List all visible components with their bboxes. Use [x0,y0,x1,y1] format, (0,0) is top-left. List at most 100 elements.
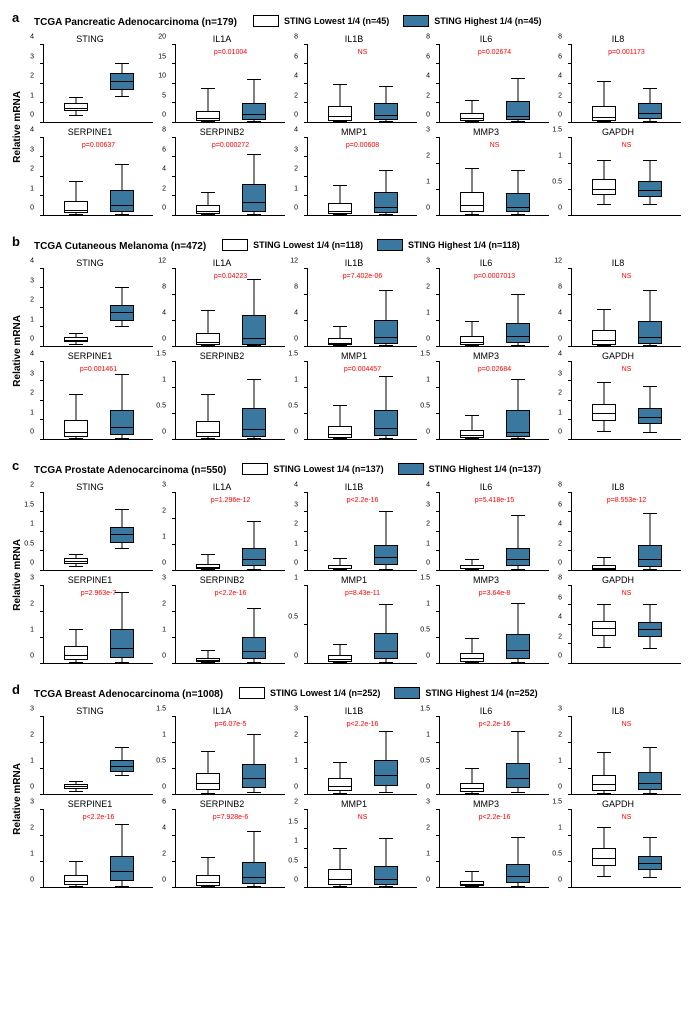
gene-name: IL8 [555,258,681,268]
legend-swatch-high [377,239,403,251]
boxes [440,810,549,887]
gene-name: SERPINE1 [27,575,153,585]
panel-letter: b [12,234,20,249]
plot-area: p<2.2e-160123 [307,717,417,795]
plot-area: p=6.07e-500.511.5 [175,717,285,795]
plot-area: 01234 [43,269,153,347]
panel-MMP1: MMP1p=0.00445700.511.5 [291,351,417,440]
panel-STING: STING01234 [27,34,153,123]
plot-area: 00.511.5 [175,362,285,440]
y-axis-label: Relative mRNA [12,91,23,163]
gene-name: MMP1 [291,351,417,361]
gene-name: SERPINE1 [27,127,153,137]
plot-area: p=8.43e-1100.51 [307,586,417,664]
panel-STING: STING01234 [27,258,153,347]
panel-MMP3: MMP3p<2.2e-160123 [423,799,549,888]
panel-IL1B: IL1BNS02468 [291,34,417,123]
boxplot [106,717,138,794]
boxplot [588,810,620,887]
boxplot [634,362,666,439]
boxplot [370,493,402,570]
gene-name: SERPINB2 [159,575,285,585]
boxplot [324,45,356,122]
boxes [176,269,285,346]
boxplot [588,717,620,794]
boxes [308,810,417,887]
gene-name: GAPDH [555,351,681,361]
gene-name: MMP3 [423,799,549,809]
plot-area: p=2.963e-70123 [43,586,153,664]
rows-wrap: Relative mRNASTING0123IL1Ap=6.07e-500.51… [12,706,685,892]
boxplot [60,269,92,346]
boxplot [192,269,224,346]
plot-area: p<2.2e-1600.511.5 [439,717,549,795]
boxplot [634,138,666,215]
legend: STING Lowest 1/4 (n=252)STING Highest 1/… [239,687,538,699]
panel-IL6: IL6p=0.00070130123 [423,258,549,347]
panel-row: SERPINE1p=0.0063701234SERPINB2p=0.000272… [27,127,685,216]
plot-area: p=5.418e-1501234 [439,493,549,571]
gene-name: IL6 [423,482,549,492]
boxes [176,810,285,887]
boxes [176,138,285,215]
legend-label-high: STING Highest 1/4 (n=252) [425,688,537,698]
plot-area: 00.511.52 [43,493,153,571]
boxplot [60,810,92,887]
plot-area: p=0.0060801234 [307,138,417,216]
boxes [572,362,681,439]
panel-IL1A: IL1Ap=0.0422304812 [159,258,285,347]
legend-label-low: STING Lowest 1/4 (n=137) [273,464,383,474]
plot-area: p=0.00027202468 [175,138,285,216]
boxplot [588,586,620,663]
panel-row: STING01234IL1Ap=0.0422304812 IL1Bp=7.402e… [27,258,685,347]
boxplot [324,269,356,346]
boxes [44,362,153,439]
boxes [44,269,153,346]
gene-name: GAPDH [555,575,681,585]
boxplot [238,138,270,215]
panel-MMP1: MMP1NS00.511.52 [291,799,417,888]
panel-row: SERPINE1p=2.963e-70123SERPINB2p<2.2e-160… [27,575,685,664]
boxes [308,362,417,439]
rows-wrap: Relative mRNASTING00.511.52IL1Ap=1.296e-… [12,482,685,668]
boxplot [456,269,488,346]
boxplot [634,493,666,570]
boxes [176,586,285,663]
boxplot [370,717,402,794]
panel-GAPDH: GAPDHNS02468 [555,575,681,664]
plot-area: p=7.402e-0604812 [307,269,417,347]
boxplot [502,586,534,663]
boxes [572,717,681,794]
boxes [440,45,549,122]
boxes [308,45,417,122]
legend-label-high: STING Highest 1/4 (n=137) [429,464,541,474]
boxplot [370,138,402,215]
legend-high: STING Highest 1/4 (n=252) [394,687,537,699]
panel-SERPINB2: SERPINB2p=0.00027202468 [159,127,285,216]
boxplot [192,493,224,570]
boxes [308,586,417,663]
boxes [572,586,681,663]
boxes [440,269,549,346]
legend-swatch-high [394,687,420,699]
plot-area: 01234 [43,45,153,123]
boxplot [192,138,224,215]
panel-GAPDH: GAPDHNS00.511.5 [555,127,681,216]
legend-high: STING Highest 1/4 (n=137) [398,463,541,475]
panel-row: SERPINE1p<2.2e-160123SERPINB2p=7.928e-60… [27,799,685,888]
boxplot [502,269,534,346]
gene-name: IL1B [291,706,417,716]
gene-name: MMP3 [423,575,549,585]
gene-name: STING [27,258,153,268]
plot-area: p=8.553e-1202468 [571,493,681,571]
boxplot [106,362,138,439]
boxes [44,493,153,570]
boxes [572,810,681,887]
section-d: dTCGA Breast Adenocarcinoma (n=1008)STIN… [12,684,685,892]
gene-name: IL1B [291,258,417,268]
legend-swatch-low [242,463,268,475]
boxplot [324,138,356,215]
gene-name: IL1A [159,706,285,716]
boxplot [324,810,356,887]
panel-SERPINE1: SERPINE1p=0.0063701234 [27,127,153,216]
